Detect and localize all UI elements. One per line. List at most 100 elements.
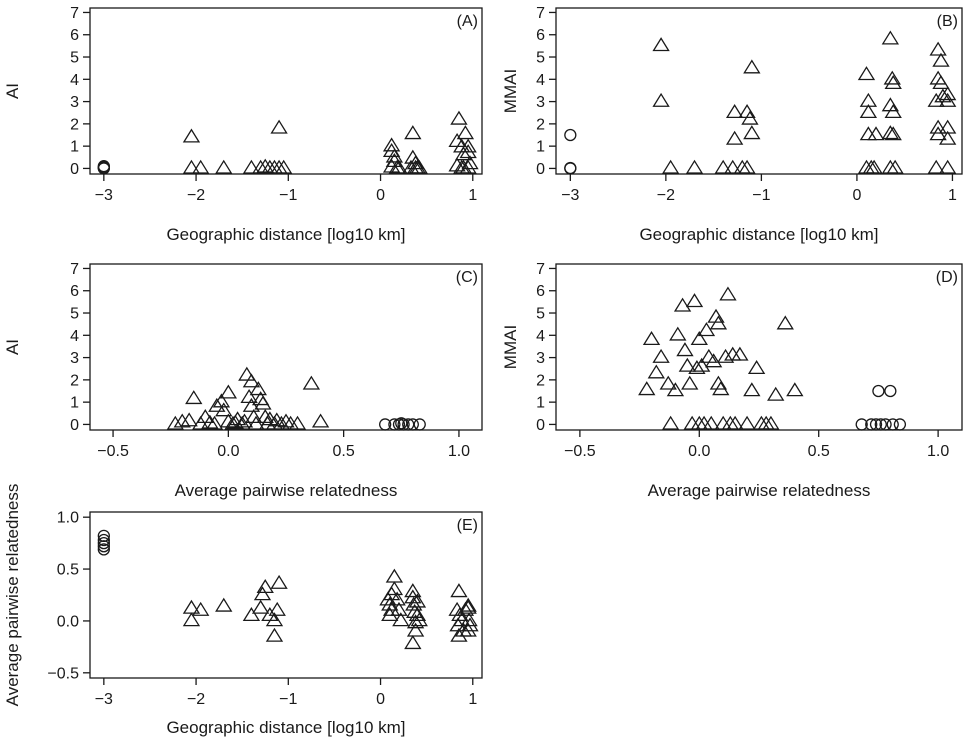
y-tick-label: 5 — [536, 306, 545, 323]
data-point-triangle — [215, 597, 233, 612]
y-tick-label: 7 — [536, 261, 545, 278]
data-point-triangle — [251, 599, 270, 614]
x-tick-label: 0.0 — [217, 443, 239, 460]
data-point-triangle — [738, 415, 756, 430]
data-point-triangle — [277, 413, 295, 428]
data-point-triangle — [884, 75, 902, 90]
data-point-triangle — [693, 357, 711, 372]
data-point-triangle — [302, 375, 321, 390]
data-point-triangle — [881, 30, 900, 45]
data-point-triangle — [685, 293, 704, 308]
y-axis-label: MMAI — [501, 69, 520, 113]
data-point-triangle — [182, 599, 201, 614]
y-tick-label: 5 — [70, 306, 79, 323]
data-point-triangle — [224, 415, 242, 430]
data-point-circle — [869, 418, 883, 431]
data-point-triangle — [251, 159, 270, 174]
y-axis-label: MMAI — [501, 325, 520, 369]
data-point-triangle — [242, 159, 261, 174]
data-point-triangle — [182, 612, 201, 627]
data-point-triangle — [661, 415, 680, 430]
y-tick-label: 1 — [70, 139, 79, 156]
data-point-triangle — [182, 159, 201, 174]
data-point-triangle — [929, 119, 947, 134]
data-point-triangle — [932, 75, 950, 90]
data-point-triangle — [450, 627, 468, 642]
data-point-triangle — [185, 390, 203, 405]
data-point-triangle — [268, 601, 286, 616]
data-point-triangle — [192, 601, 210, 616]
data-point-triangle — [215, 402, 233, 417]
data-point-triangle — [450, 110, 468, 125]
x-tick-label: −3 — [95, 691, 113, 708]
y-tick-label: 4 — [536, 72, 545, 89]
data-point-triangle — [408, 607, 427, 622]
x-axis-label: Average pairwise relatedness — [175, 481, 398, 500]
data-point-triangle — [392, 612, 410, 627]
data-point-triangle — [381, 596, 399, 611]
y-tick-label: 3 — [70, 350, 79, 367]
data-point-triangle — [180, 412, 198, 427]
data-point-triangle — [886, 159, 904, 174]
x-tick-label: −2 — [187, 187, 205, 204]
y-tick-label: 4 — [70, 328, 79, 345]
data-point-triangle — [939, 92, 957, 107]
plot-frame — [89, 7, 483, 175]
x-tick-label: −1 — [279, 691, 297, 708]
y-tick-label: 6 — [536, 27, 545, 44]
x-tick-label: 0.5 — [333, 443, 355, 460]
x-axis-label: Average pairwise relatedness — [648, 481, 871, 500]
x-axis-label: Geographic distance [log10 km] — [166, 225, 405, 244]
x-tick-label: −1 — [279, 187, 297, 204]
data-point-triangle — [738, 159, 756, 174]
data-point-triangle — [939, 159, 957, 174]
data-point-triangle — [927, 159, 945, 174]
panel-tag: (B) — [937, 13, 958, 30]
data-point-triangle — [939, 130, 957, 145]
data-point-triangle — [726, 415, 744, 430]
data-point-triangle — [208, 397, 226, 412]
data-point-triangle — [714, 159, 732, 174]
data-point-triangle — [459, 622, 477, 637]
data-point-circle — [97, 533, 110, 547]
y-tick-label: 5 — [70, 50, 79, 67]
data-point-triangle — [743, 59, 761, 74]
data-point-triangle — [776, 315, 794, 330]
data-point-triangle — [201, 414, 219, 429]
data-point-circle — [97, 536, 110, 550]
data-point-triangle — [659, 375, 677, 390]
data-point-triangle — [712, 381, 730, 396]
panel-d: (D) −0.5 0.0 0.5 1.0 0 1 2 3 4 5 6 7 Average pairwise… — [501, 261, 963, 500]
data-point-triangle — [859, 103, 878, 119]
data-point-triangle — [382, 137, 401, 152]
data-point-triangle — [173, 413, 191, 428]
data-point-triangle — [242, 607, 261, 622]
y-tick-label: 1 — [70, 395, 79, 412]
data-point-triangle — [859, 126, 878, 141]
data-point-triangle — [265, 627, 284, 642]
data-point-triangle — [767, 386, 785, 401]
data-point-triangle — [724, 159, 742, 174]
y-axis-label: Average pairwise relatedness — [3, 484, 22, 707]
data-point-triangle — [932, 52, 950, 67]
x-tick-label: 1.0 — [448, 443, 470, 460]
data-point-circle — [97, 161, 110, 175]
data-point-circle — [97, 540, 110, 553]
data-point-triangle — [685, 159, 704, 174]
data-point-triangle — [883, 70, 901, 85]
data-point-triangle — [638, 381, 656, 396]
data-point-triangle — [652, 92, 670, 107]
data-point-triangle — [385, 581, 404, 596]
data-point-triangle — [242, 373, 261, 388]
data-point-triangle — [192, 159, 210, 174]
data-point-triangle — [704, 353, 723, 368]
data-point-triangle — [673, 297, 692, 312]
y-tick-label: 3 — [536, 94, 545, 111]
data-point-circle — [879, 418, 892, 431]
data-point-triangle — [249, 381, 267, 396]
data-point-circle — [97, 543, 110, 556]
data-point-triangle — [410, 159, 428, 174]
panel-e: (E) −3 −2 −1 0 1 −0.5 0.0 0.5 1.0 Geographic dista… — [3, 484, 483, 737]
data-point-triangle — [404, 583, 422, 598]
data-point-triangle — [709, 375, 728, 390]
